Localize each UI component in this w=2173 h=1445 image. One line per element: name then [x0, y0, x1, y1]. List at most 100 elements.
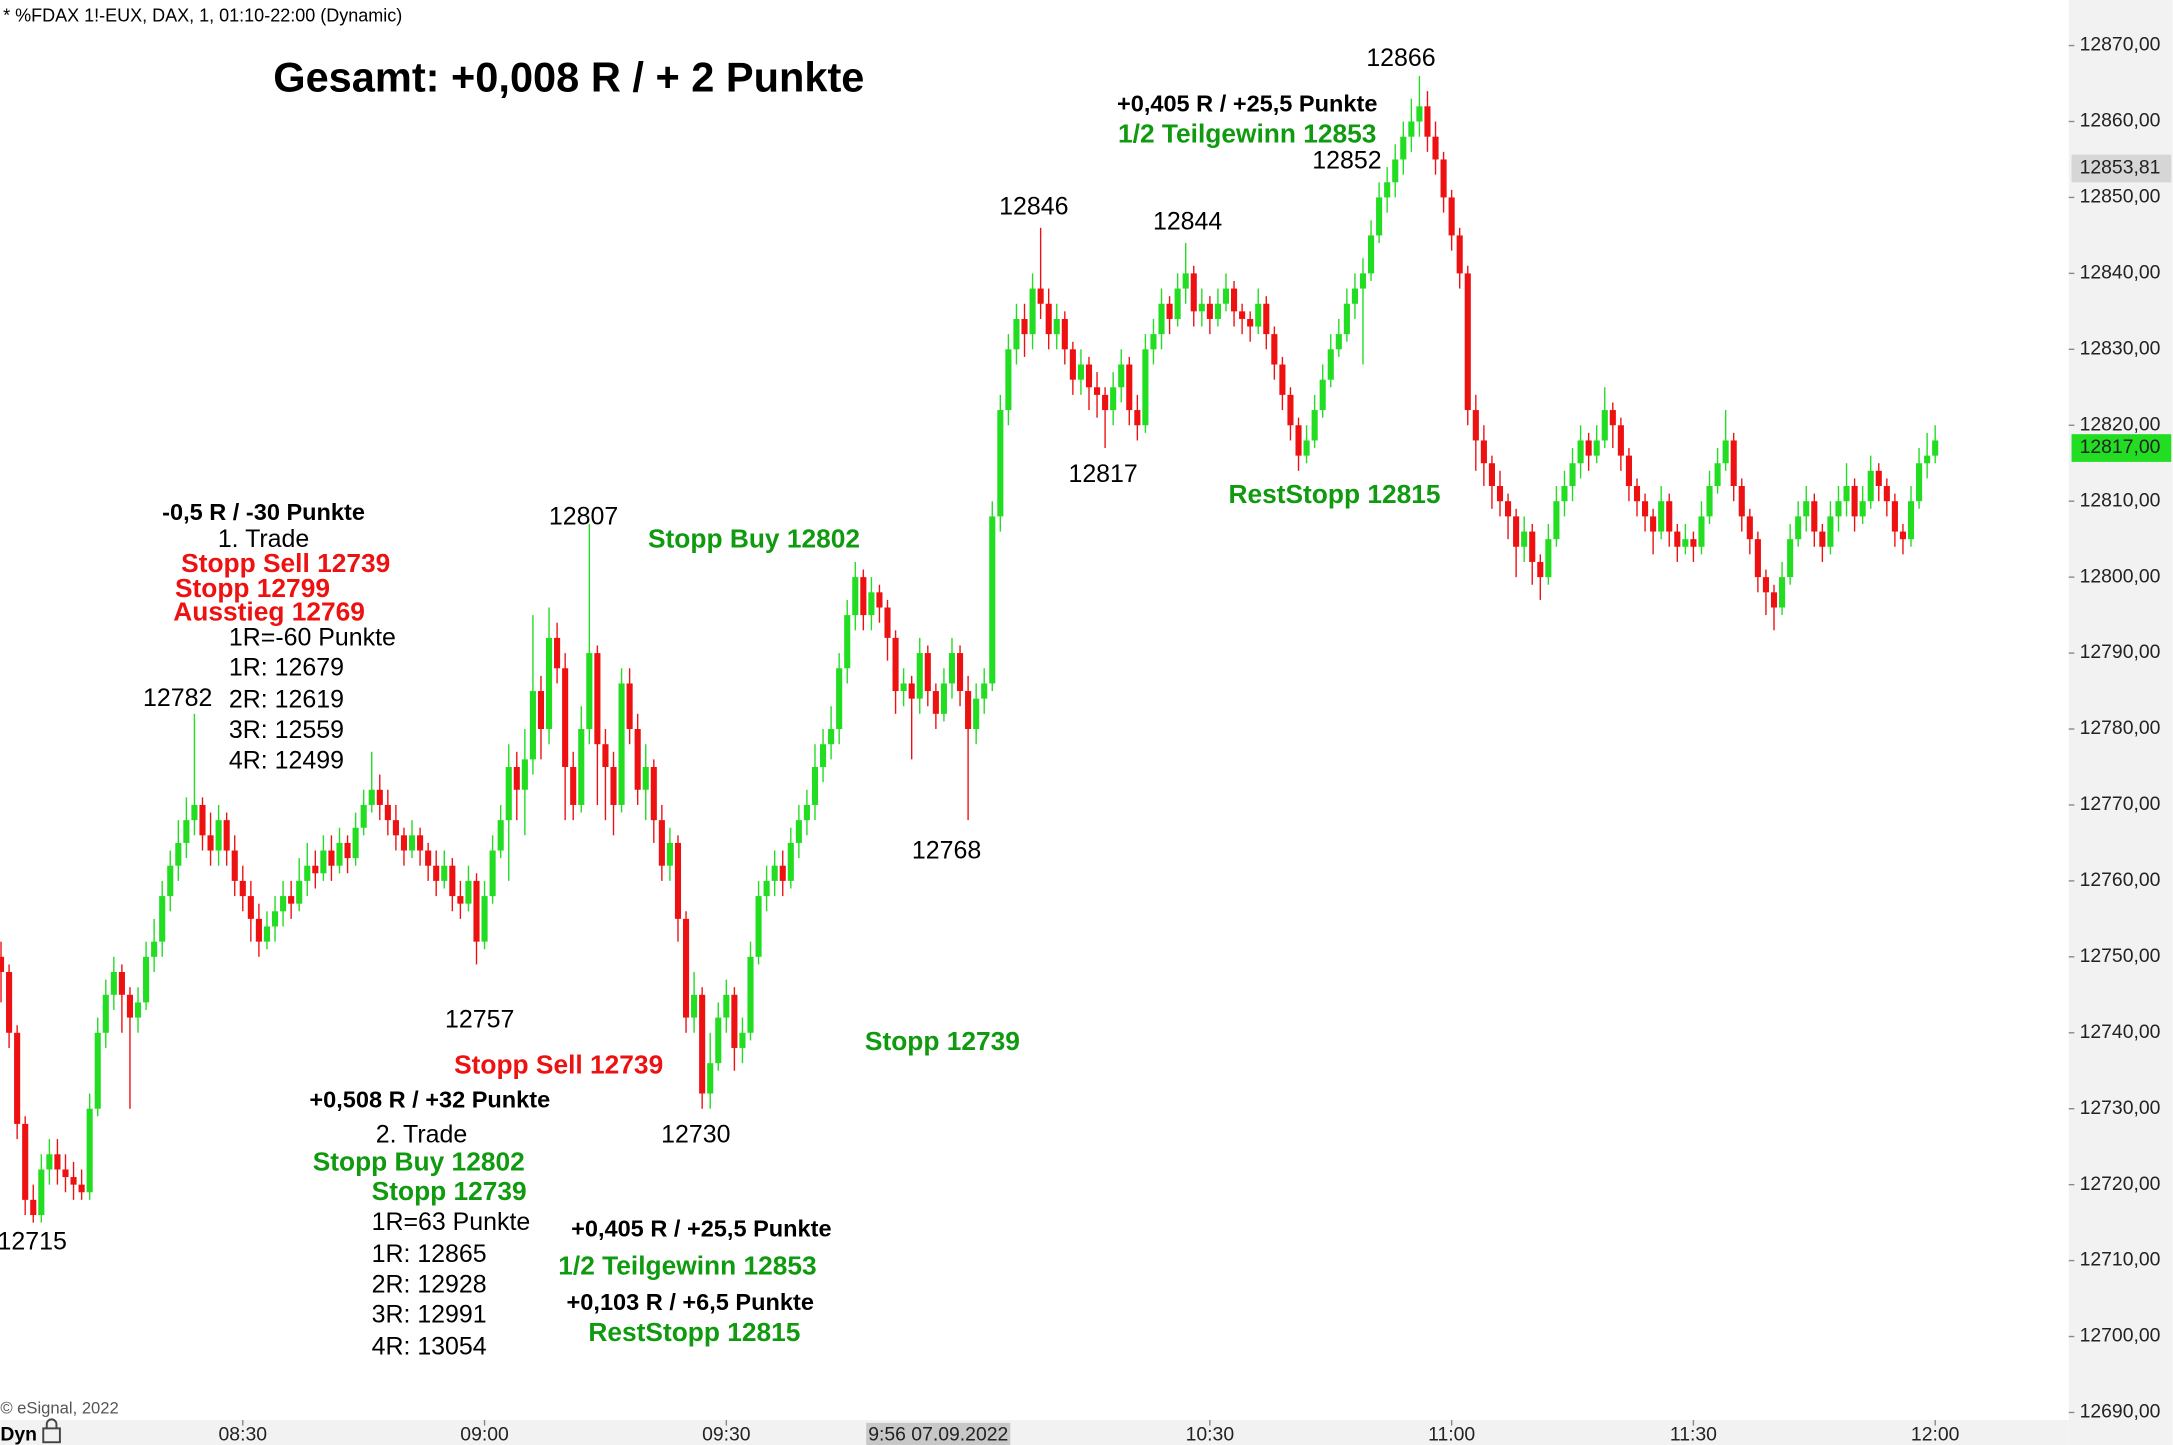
candle-body [948, 653, 956, 684]
candle-body [1658, 501, 1665, 532]
candle-body [1803, 501, 1810, 517]
candle-body [1795, 516, 1802, 540]
chart-title: * %FDAX 1!-EUX, DAX, 1, 01:10-22:00 (Dyn… [3, 5, 402, 25]
candle-body [570, 766, 577, 805]
y-tick-label: 12720,00 [2080, 1173, 2161, 1195]
candle-body [965, 691, 972, 730]
candle-body [521, 759, 528, 790]
annotation: 1R=-60 Punkte [229, 623, 396, 651]
candle-body [602, 744, 609, 767]
candle-body [1851, 486, 1858, 517]
candle-body [1730, 440, 1737, 487]
candle-body [352, 827, 359, 859]
y-tick-label: 12760,00 [2080, 869, 2161, 891]
candle-body [545, 637, 553, 730]
annotation: 12846 [999, 192, 1068, 220]
annotation: 4R: 12499 [229, 747, 344, 775]
candle-body [1819, 531, 1826, 547]
candle-body [6, 972, 13, 1033]
candle-body [1206, 303, 1213, 319]
candle-body [1787, 539, 1794, 578]
candle-body [183, 820, 190, 843]
annotation: Stopp Sell 12739 [454, 1050, 663, 1080]
price-marker-label: 12817,00 [2080, 436, 2161, 458]
candle-body [811, 766, 819, 805]
y-tick-label: 12740,00 [2080, 1021, 2161, 1043]
candle-body [143, 956, 150, 1003]
candle-body [1392, 159, 1399, 183]
candle-body [779, 865, 786, 881]
candle-body [336, 842, 343, 866]
candle-body [1666, 501, 1673, 532]
candle-body [674, 842, 682, 919]
annotation: 1/2 Teilgewinn 12853 [1118, 119, 1376, 149]
candle-body [1593, 440, 1600, 456]
candle-body [167, 865, 174, 897]
annotation: 3R: 12559 [229, 716, 344, 744]
annotation: Stopp Buy 12802 [648, 523, 860, 553]
candle-body [1102, 394, 1109, 411]
candle-body [1118, 364, 1125, 388]
candle-body [1932, 440, 1939, 456]
candle-body [739, 1032, 746, 1048]
candle-body [255, 918, 262, 942]
annotation: 1R=63 Punkte [372, 1208, 531, 1236]
annotation: Stopp 12739 [865, 1026, 1020, 1056]
annotation: RestStopp 12815 [588, 1317, 800, 1347]
annotation: 12844 [1153, 208, 1222, 236]
y-tick-label: 12710,00 [2080, 1249, 2161, 1271]
candle-body [1400, 136, 1407, 160]
y-tick-label: 12790,00 [2080, 641, 2161, 663]
candle-body [1287, 394, 1294, 426]
candle-body [263, 926, 271, 942]
annotation: Stopp Buy 12802 [313, 1147, 525, 1177]
candle-body [207, 835, 214, 851]
candle-body [997, 410, 1004, 517]
candle-body [1037, 288, 1044, 304]
candle-body [231, 850, 238, 881]
x-tick-label: 09:00 [460, 1423, 509, 1445]
candle-body [481, 896, 488, 942]
candle-body [932, 691, 939, 714]
candle-body [1738, 486, 1745, 517]
lock-icon [42, 1418, 61, 1444]
annotation: Stopp Sell 12739 [181, 548, 390, 578]
candle-body [22, 1123, 29, 1200]
candle-body [1585, 440, 1592, 456]
candle-body [441, 865, 448, 881]
price-marker [2071, 154, 2172, 183]
candle-body [159, 896, 166, 942]
annotation: 12730 [661, 1121, 730, 1149]
candle-body [1134, 410, 1141, 426]
candle-body [973, 698, 980, 730]
candle-body [1545, 539, 1552, 578]
candle-body [586, 653, 593, 730]
candle-body [1190, 273, 1197, 312]
annotation: 1/2 Teilgewinn 12853 [558, 1251, 816, 1281]
candle-body [312, 865, 319, 874]
candle-body [1343, 303, 1350, 335]
candle-body [626, 683, 633, 730]
candle-body [0, 956, 5, 973]
candle-body [473, 880, 480, 942]
annotation: 12866 [1366, 44, 1435, 72]
candle-body [699, 994, 706, 1094]
candle-body [1883, 486, 1890, 502]
annotation: -0,5 R / -30 Punkte [162, 499, 365, 525]
candle-body [223, 820, 230, 851]
candle-body [1633, 486, 1641, 502]
candle-body [239, 880, 246, 897]
candle-body [1601, 410, 1608, 441]
annotation: +0,103 R / +6,5 Punkte [567, 1289, 814, 1315]
candle-body [1690, 539, 1697, 547]
candle-body [457, 896, 464, 904]
candle-body [1770, 592, 1778, 608]
candle-body [795, 820, 802, 843]
candle-body [1239, 311, 1246, 319]
candle-body [14, 1032, 21, 1124]
candle-body [1182, 273, 1189, 289]
candle-body [1263, 303, 1270, 335]
candle-body [1013, 318, 1020, 350]
candle-body [1231, 288, 1238, 312]
candle-body [884, 607, 891, 638]
